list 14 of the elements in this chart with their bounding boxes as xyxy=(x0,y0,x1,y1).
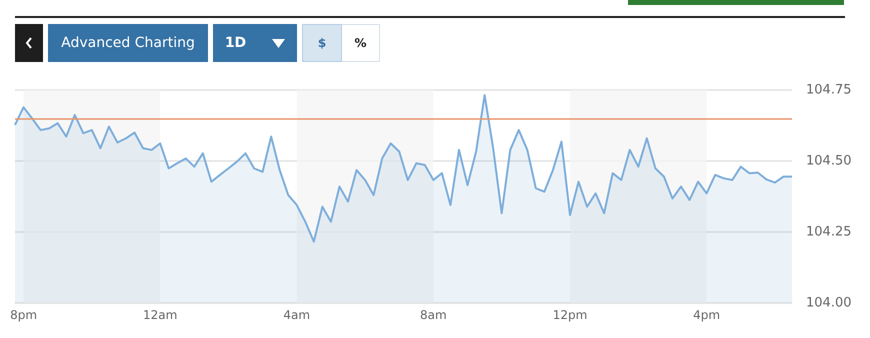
x-tick-label: 8am xyxy=(420,308,447,322)
y-tick-label: 104.25 xyxy=(806,224,852,240)
x-tick-label: 4pm xyxy=(693,308,720,322)
x-tick-label: 12pm xyxy=(552,308,588,322)
text: Advanced Charting xyxy=(48,24,208,62)
y-tick-label: 104.75 xyxy=(806,82,852,98)
x-tick-label: 8pm xyxy=(10,308,38,322)
x-tick-label: 12am xyxy=(143,308,178,322)
text: % xyxy=(342,24,380,62)
y-tick-label: 104.50 xyxy=(806,154,852,168)
text: $ xyxy=(302,24,342,62)
text: 1D xyxy=(224,35,246,51)
x-tick-label: 4am xyxy=(283,308,310,322)
y-tick-label: 104.00 xyxy=(806,296,852,310)
